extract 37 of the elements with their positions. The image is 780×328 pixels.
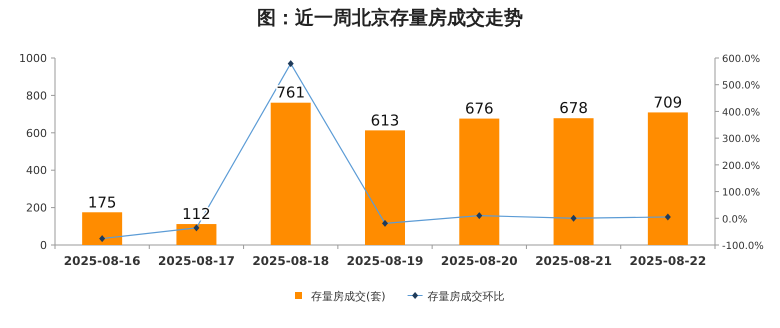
bar: [554, 118, 594, 245]
bar: [365, 130, 405, 245]
y2-tick-label: 400.0%: [722, 107, 760, 118]
x-tick-label: 2025-08-17: [158, 254, 235, 268]
legend-label: 存量房成交(套): [311, 290, 386, 303]
bar: [176, 224, 216, 245]
x-tick-label: 2025-08-22: [629, 254, 706, 268]
y-tick-label: 1000: [19, 52, 47, 65]
data-label: 613: [370, 111, 400, 130]
y-tick-label: 600: [26, 126, 47, 140]
legend-label: 存量房成交环比: [428, 290, 505, 303]
chart-title: 图：近一周北京存量房成交走势: [257, 7, 523, 29]
x-tick-label: 2025-08-16: [64, 254, 141, 268]
bar: [648, 112, 688, 245]
x-tick-label: 2025-08-20: [440, 254, 518, 268]
x-tick-label: 2025-08-19: [346, 254, 424, 268]
data-label: 676: [464, 100, 494, 118]
bar: [459, 118, 500, 245]
y2-tick-label: 200.0%: [722, 160, 760, 172]
y-tick-label: 200: [26, 202, 47, 215]
bar: [82, 212, 122, 245]
y2-tick-label: 100.0%: [722, 188, 760, 199]
x-tick-label: 2025-08-21: [535, 254, 612, 268]
data-label: 678: [559, 99, 588, 118]
y2-tick-label: -100.0%: [722, 241, 764, 252]
y2-tick-label: 0.0%: [722, 214, 748, 226]
y-tick-label: 0: [40, 239, 47, 252]
bar: [270, 102, 311, 245]
data-label: 709: [654, 93, 682, 112]
y2-tick-label: 300.0%: [722, 134, 760, 146]
y-tick-label: 800: [26, 89, 47, 102]
y-tick-label: 400: [26, 164, 47, 178]
x-tick-label: 2025-08-18: [252, 254, 330, 268]
data-label: 175: [88, 193, 116, 212]
y2-tick-label: 600.0%: [722, 54, 760, 65]
y2-tick-label: 500.0%: [722, 80, 760, 92]
data-label: 761: [276, 84, 306, 102]
